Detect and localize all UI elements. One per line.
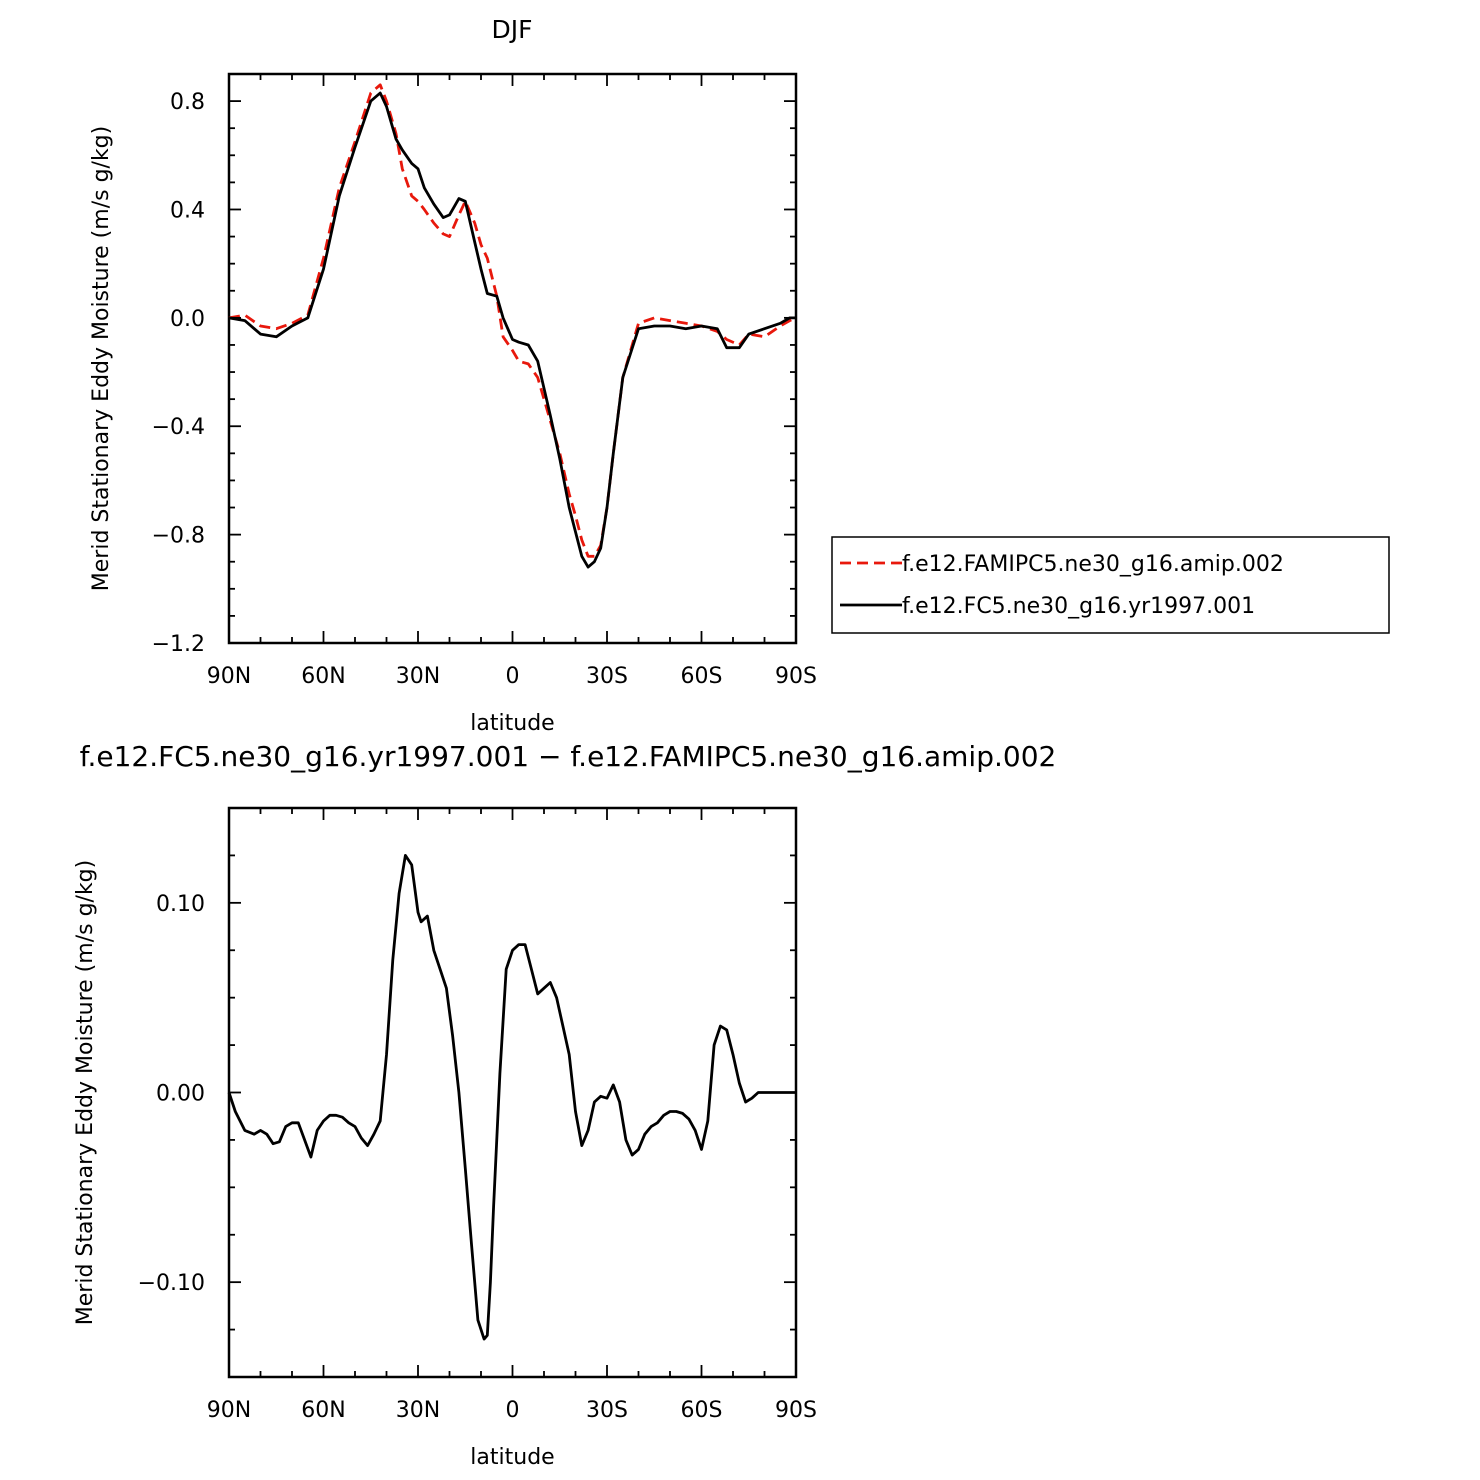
- x-tick-label: 60S: [681, 664, 723, 689]
- bottom-panel: f.e12.FC5.ne30_g16.yr1997.001 − f.e12.FA…: [73, 740, 1056, 1470]
- series-line-1: [228, 91, 796, 569]
- y-tick-label: 0.8: [170, 90, 205, 115]
- legend-label: f.e12.FC5.ne30_g16.yr1997.001: [902, 594, 1255, 619]
- y-tick-label: −0.8: [152, 524, 205, 549]
- series-line-0: [228, 83, 797, 558]
- y-tick-label: −0.4: [152, 415, 205, 440]
- y-tick-label: 0.4: [170, 198, 205, 223]
- x-tick-label: 90S: [775, 664, 817, 689]
- x-axis-label: latitude: [470, 711, 554, 736]
- x-tick-label: 30N: [396, 664, 440, 689]
- legend: f.e12.FAMIPC5.ne30_g16.amip.002 f.e12.FC5…: [831, 536, 1390, 634]
- y-tick-label: −0.10: [138, 1271, 205, 1296]
- chart-title: DJF: [491, 15, 532, 44]
- x-tick-label: 0: [506, 1398, 520, 1423]
- x-tick-label: 90N: [207, 1398, 251, 1423]
- top-panel: DJF 90N 60N 30N 0 30S 60S 90S 0.8 0.4 0.0 −0.4 −0.8 −…: [89, 15, 817, 736]
- x-tick-label: 30S: [586, 1398, 628, 1423]
- chart-title: f.e12.FC5.ne30_g16.yr1997.001 − f.e12.FA…: [80, 740, 1057, 773]
- y-tick-label: 0.00: [156, 1082, 205, 1107]
- x-tick-label: 60N: [301, 664, 345, 689]
- series-line-0: [227, 854, 796, 1341]
- x-axis-label: latitude: [470, 1445, 554, 1470]
- y-tick-label: 0.0: [170, 307, 205, 332]
- x-tick-label: 30N: [396, 1398, 440, 1423]
- y-tick-label: 0.10: [156, 892, 205, 917]
- x-tick-label: 90S: [775, 1398, 817, 1423]
- x-tick-label: 30S: [586, 664, 628, 689]
- x-tick-label: 90N: [207, 664, 251, 689]
- legend-box: [831, 536, 1390, 634]
- y-axis-label: Merid Stationary Eddy Moisture (m/s g/kg…: [73, 860, 98, 1325]
- y-axis-label: Merid Stationary Eddy Moisture (m/s g/kg…: [89, 126, 114, 591]
- x-tick-label: 60N: [301, 1398, 345, 1423]
- plot-frame: [227, 72, 798, 645]
- legend-label: f.e12.FAMIPC5.ne30_g16.amip.002: [902, 552, 1284, 577]
- x-tick-label: 60S: [681, 1398, 723, 1423]
- y-tick-label: −1.2: [152, 632, 205, 657]
- x-tick-label: 0: [506, 664, 520, 689]
